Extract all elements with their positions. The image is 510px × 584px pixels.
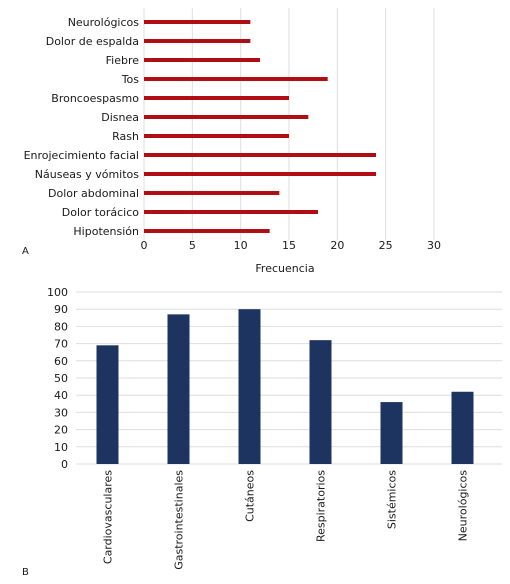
- chart-b-category-labels: Cardiovasculares Gastrointestinales Cutáne…: [102, 470, 470, 570]
- chart-a-x-axis-label: Frecuencia: [255, 262, 314, 275]
- chart-b-bar-2: [238, 309, 261, 464]
- chart-a-bar-1: [144, 39, 251, 43]
- chart-a-bar-4: [144, 96, 289, 100]
- chart-b-gridlines: [76, 291, 502, 465]
- chart-a-bar-11: [144, 229, 270, 233]
- chart-a-category-label-1: Dolor de espalda: [46, 35, 139, 48]
- chart-b-y-tick-1: 10: [54, 441, 68, 454]
- chart-b-y-tick-0: 0: [61, 458, 68, 471]
- chart-b-bar-5: [451, 391, 474, 464]
- chart-a-symptom-frequency: Neurológicos Dolor de espalda Fiebre Tos Bro…: [22, 8, 441, 275]
- chart-a-x-tick-3: 15: [282, 239, 296, 252]
- chart-b-system-frequency: 0 10 20 30 40 50 60 70 80 90 100 Cardiovasculares G…: [22, 286, 502, 578]
- chart-a-bar-2: [144, 58, 260, 62]
- chart-a-x-tick-0: 0: [141, 239, 148, 252]
- chart-a-bar-3: [144, 77, 328, 81]
- chart-b-bar-3: [309, 340, 332, 464]
- panel-label-b: B: [22, 567, 29, 578]
- chart-a-category-label-10: Dolor torácico: [62, 206, 139, 219]
- chart-a-x-tick-5: 25: [379, 239, 393, 252]
- chart-a-category-labels: Neurológicos Dolor de espalda Fiebre Tos Bro…: [24, 16, 140, 238]
- chart-b-y-tick-2: 20: [54, 424, 68, 437]
- chart-a-x-tick-6: 30: [427, 239, 441, 252]
- chart-a-x-tick-4: 20: [330, 239, 344, 252]
- chart-a-category-label-2: Fiebre: [106, 54, 140, 67]
- panel-label-a: A: [22, 246, 29, 257]
- chart-a-tick-labels: 0 5 10 15 20 25 30: [141, 239, 442, 252]
- chart-a-category-label-5: Disnea: [101, 111, 139, 124]
- chart-b-category-label-0: Cardiovasculares: [102, 470, 115, 564]
- chart-a-bar-7: [144, 153, 376, 157]
- chart-b-y-tick-4: 40: [54, 389, 68, 402]
- chart-a-category-label-7: Enrojecimiento facial: [24, 149, 139, 162]
- chart-b-y-tick-9: 90: [54, 303, 68, 316]
- chart-a-category-label-6: Rash: [112, 130, 139, 143]
- chart-b-category-label-5: Neurológicos: [457, 470, 470, 542]
- chart-a-x-tick-1: 5: [189, 239, 196, 252]
- chart-b-bar-0: [96, 345, 119, 464]
- chart-b-bars: [96, 309, 474, 464]
- chart-b-bar-4: [380, 402, 403, 464]
- chart-b-category-label-1: Gastrointestinales: [173, 470, 186, 570]
- chart-b-category-label-3: Respiratorios: [315, 470, 328, 542]
- chart-a-category-label-8: Náuseas y vómitos: [35, 168, 139, 181]
- chart-b-y-tick-8: 80: [54, 320, 68, 333]
- chart-a-bars: [144, 20, 376, 233]
- chart-a-bar-9: [144, 191, 280, 195]
- chart-a-category-label-0: Neurológicos: [68, 16, 140, 29]
- chart-b-y-tick-3: 30: [54, 406, 68, 419]
- chart-a-bar-0: [144, 20, 251, 24]
- chart-a-category-label-9: Dolor abdominal: [48, 187, 139, 200]
- chart-a-x-tick-2: 10: [234, 239, 248, 252]
- chart-a-bar-10: [144, 210, 318, 214]
- chart-b-bar-1: [167, 314, 190, 464]
- chart-b-tick-labels: 0 10 20 30 40 50 60 70 80 90 100: [47, 286, 68, 471]
- chart-b-category-label-2: Cutáneos: [244, 470, 257, 522]
- chart-a-bar-8: [144, 172, 376, 176]
- chart-a-category-label-11: Hipotensión: [73, 225, 139, 238]
- chart-b-y-tick-10: 100: [47, 286, 68, 299]
- chart-a-bar-6: [144, 134, 289, 138]
- chart-b-y-tick-5: 50: [54, 372, 68, 385]
- chart-a-gridlines: [143, 8, 435, 240]
- chart-b-y-tick-7: 70: [54, 338, 68, 351]
- chart-b-y-tick-6: 60: [54, 355, 68, 368]
- chart-a-category-label-4: Broncoespasmo: [51, 92, 139, 105]
- chart-a-category-label-3: Tos: [121, 73, 140, 86]
- chart-a-bar-5: [144, 115, 309, 119]
- chart-b-category-label-4: Sistémicos: [386, 470, 399, 529]
